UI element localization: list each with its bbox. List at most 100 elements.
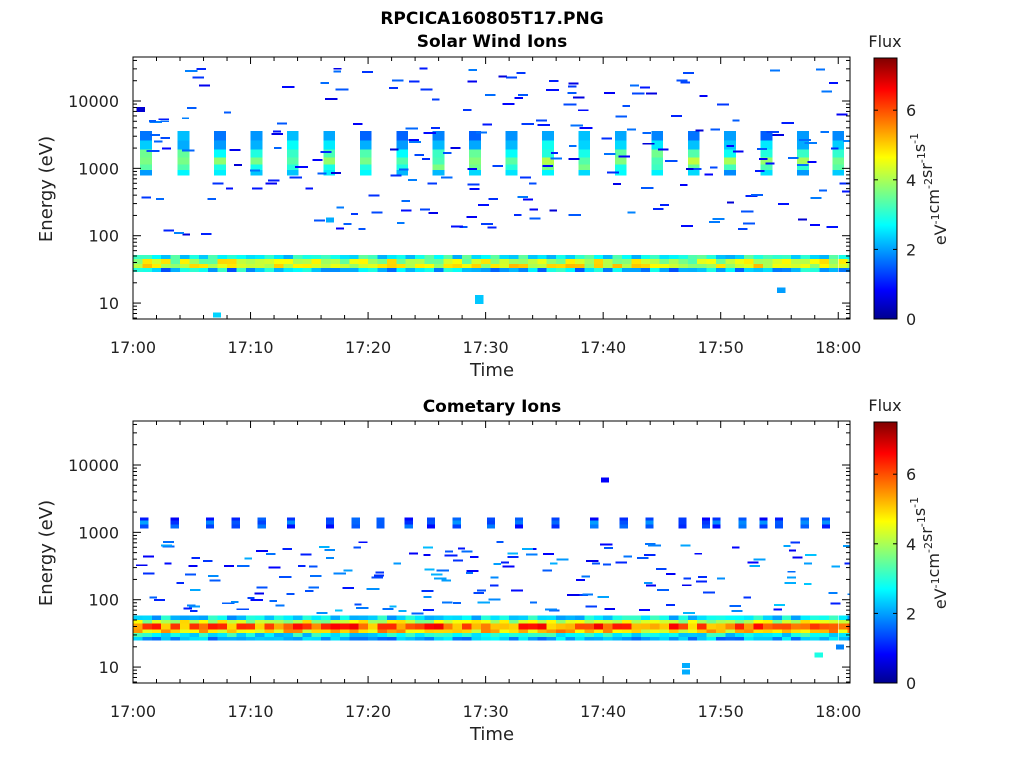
- band-cell: [443, 268, 453, 272]
- burst-cell: [542, 140, 554, 150]
- band-cell: [781, 268, 792, 272]
- sparse-cell: [653, 207, 664, 210]
- band-cell: [462, 254, 472, 260]
- band-cell: [791, 623, 801, 630]
- band-cell: [264, 633, 275, 637]
- band-cell: [339, 629, 350, 634]
- sparse-cell: [501, 561, 509, 564]
- band-cell: [245, 633, 256, 637]
- band-cell: [593, 264, 604, 269]
- band-cell: [405, 633, 416, 637]
- band-cell: [302, 254, 312, 260]
- band-cell: [452, 623, 463, 630]
- sparse-cell: [683, 611, 696, 614]
- band-cell: [640, 254, 651, 260]
- band-cell: [650, 615, 660, 620]
- band-cell: [321, 636, 331, 641]
- colorbar-ticks: 0 2 4 6: [874, 465, 916, 693]
- band-cell: [217, 254, 228, 260]
- band-cell: [358, 629, 369, 634]
- band-cell: [396, 636, 406, 641]
- band-cell: [415, 629, 425, 634]
- burst-cell: [678, 520, 687, 525]
- band-cell: [321, 259, 331, 265]
- sparse-cell: [225, 187, 234, 190]
- band-cell: [264, 629, 275, 634]
- burst-cell: [486, 524, 496, 529]
- band-cell: [217, 636, 228, 641]
- band-cell: [791, 633, 801, 637]
- burst-cell: [724, 169, 736, 176]
- sparse-cell: [154, 599, 166, 601]
- band-cell: [518, 633, 528, 637]
- band-cell: [245, 264, 256, 269]
- band-cell: [706, 623, 716, 630]
- burst-cell: [687, 149, 700, 158]
- band-cell: [781, 619, 792, 624]
- band-cell: [725, 629, 735, 634]
- band-cell: [819, 259, 829, 265]
- sparse-cell: [183, 607, 192, 610]
- band-cell: [697, 619, 707, 624]
- isolated-cell: [325, 217, 334, 223]
- band-cell: [716, 254, 726, 260]
- burst-cell: [651, 149, 664, 158]
- band-cell: [800, 629, 811, 634]
- burst-cell: [140, 149, 152, 158]
- band-cell: [734, 615, 745, 620]
- band-cell: [452, 254, 463, 260]
- band-cell: [330, 619, 340, 624]
- sparse-cell: [502, 565, 515, 568]
- band-cell: [462, 623, 472, 630]
- sparse-cell: [529, 601, 538, 604]
- band-cell: [415, 619, 425, 624]
- band-cell: [283, 264, 293, 269]
- sparse-cell: [615, 115, 628, 118]
- band-cell: [556, 259, 566, 265]
- sparse-cell: [162, 545, 175, 548]
- band-cell: [349, 254, 359, 260]
- sparse-cell: [358, 227, 366, 230]
- band-cell: [462, 264, 472, 269]
- burst-cell: [323, 149, 336, 158]
- band-cell: [302, 633, 312, 637]
- band-cell: [208, 259, 218, 265]
- band-cell: [452, 636, 463, 641]
- sparse-cell: [423, 546, 434, 549]
- band-cell: [772, 636, 782, 641]
- band-cell: [208, 268, 218, 272]
- sparse-cell: [542, 569, 552, 572]
- band-cell: [368, 619, 378, 624]
- band-cell: [330, 259, 340, 265]
- burst-cell: [551, 517, 560, 521]
- sparse-cell: [498, 75, 507, 78]
- band-cell: [198, 254, 209, 260]
- band-cell: [697, 254, 707, 260]
- band-cell: [631, 254, 641, 260]
- band-cell: [800, 633, 811, 637]
- band-cell: [415, 636, 425, 641]
- band-cell: [283, 268, 293, 272]
- sparse-cell: [517, 196, 529, 199]
- sparse-cell: [604, 153, 616, 156]
- band-cell: [631, 259, 641, 265]
- band-cell: [311, 629, 322, 634]
- band-cell: [659, 633, 669, 637]
- band-cell: [227, 268, 237, 272]
- band-cell: [142, 623, 152, 630]
- sparse-cell: [521, 123, 534, 126]
- burst-cell: [701, 517, 711, 521]
- sparse-cell: [627, 211, 636, 214]
- band-cell: [217, 629, 228, 634]
- band-cell: [763, 259, 773, 265]
- band-cell: [311, 254, 322, 260]
- burst-cell: [250, 169, 263, 176]
- sparse-cell: [164, 562, 172, 565]
- band-cell: [527, 268, 538, 272]
- sparse-cell: [146, 149, 160, 152]
- band-cell: [556, 254, 566, 260]
- sparse-cell: [192, 76, 205, 79]
- band-cell: [180, 615, 190, 620]
- band-cell: [452, 264, 463, 269]
- band-cell: [368, 268, 378, 272]
